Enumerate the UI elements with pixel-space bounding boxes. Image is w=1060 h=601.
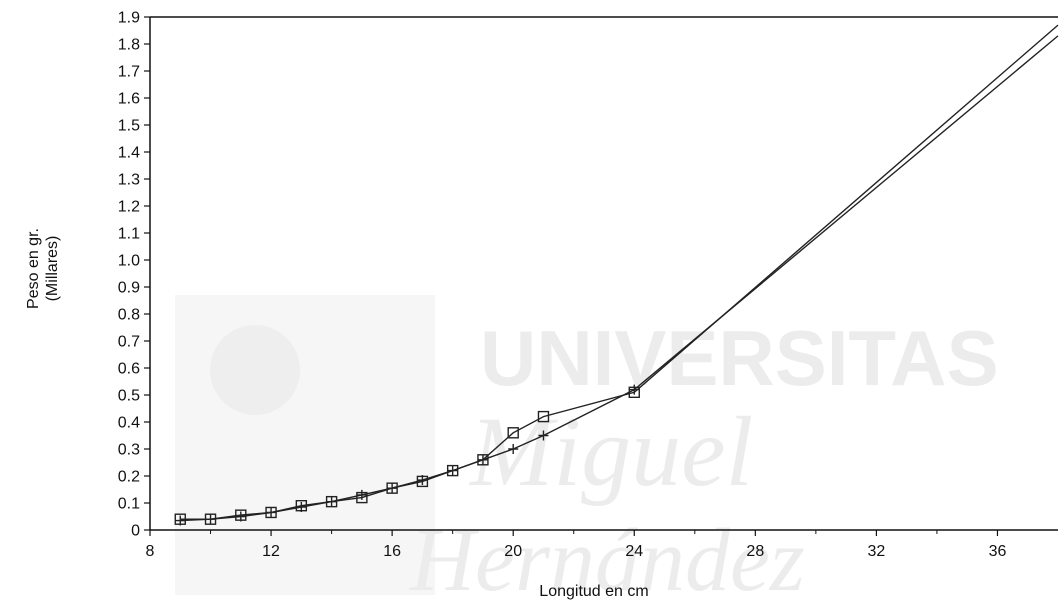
y-tick-label: 0.6 — [118, 361, 140, 378]
y-tick-label: 1.3 — [118, 172, 140, 189]
y-tick-label: 1.0 — [118, 253, 140, 270]
series-2-point — [538, 430, 549, 441]
x-tick-label: 32 — [868, 543, 886, 560]
watermark-line3: Hernández — [409, 511, 805, 601]
series-2-point — [296, 502, 307, 513]
series-1-point — [537, 410, 550, 423]
series-2-point — [266, 507, 277, 518]
series-2-point — [175, 515, 186, 526]
x-tick-label: 36 — [989, 543, 1007, 560]
y-tick-label: 0.1 — [118, 496, 140, 513]
x-tick-label: 16 — [383, 543, 401, 560]
x-tick-label: 24 — [625, 543, 643, 560]
y-tick-label: 0.8 — [118, 307, 140, 324]
series-2-point — [629, 384, 640, 395]
y-tick-label: 0.9 — [118, 280, 140, 297]
y-tick-label: 0.5 — [118, 388, 140, 405]
y-tick-label: 1.1 — [118, 226, 140, 243]
axis-titles: Longitud en cm Peso en gr. (Millares) — [25, 228, 649, 600]
y-tick-label: 0.3 — [118, 442, 140, 459]
series-2-point — [235, 511, 246, 522]
series-2-point — [387, 483, 398, 494]
y-tick-label: 1.7 — [118, 64, 140, 81]
series-2-point — [356, 489, 367, 500]
y-axis-label-group: Peso en gr. (Millares) — [25, 228, 61, 309]
series-2-point — [477, 454, 488, 465]
series-2-point — [205, 514, 216, 525]
series-2-point — [447, 465, 458, 476]
series-2-point — [417, 475, 428, 486]
x-tick-label: 8 — [146, 543, 155, 560]
y-tick-label: 0.4 — [118, 415, 140, 432]
y-axis-label-units: (Millares) — [44, 236, 61, 302]
watermark-line1: UNIVERSITAS — [480, 314, 999, 402]
y-tick-label: 1.2 — [118, 199, 140, 216]
x-tick-label: 12 — [262, 543, 280, 560]
x-axis-label: Longitud en cm — [539, 583, 648, 600]
y-tick-label: 1.8 — [118, 37, 140, 54]
x-tick-label: 28 — [746, 543, 764, 560]
y-tick-label: 0.7 — [118, 334, 140, 351]
y-tick-label: 0 — [131, 523, 140, 540]
series-layer — [174, 24, 1059, 526]
series-1-point — [507, 427, 519, 439]
y-tick-label: 1.9 — [118, 10, 140, 27]
y-tick-label: 1.5 — [118, 118, 140, 135]
series-2-point — [326, 496, 337, 507]
series-2-point — [508, 444, 519, 454]
watermark: UNIVERSITAS Miguel Hernández — [175, 295, 999, 601]
y-tick-label: 1.4 — [118, 145, 140, 162]
y-tick-label: 1.6 — [118, 91, 140, 108]
axes: 0 0.1 0.2 0.3 0.4 0.5 0.6 0.7 0.8 0.9 1.0 1.1 1.2 1.3… — [118, 10, 1058, 560]
watermark-line2: Miguel — [468, 396, 753, 507]
y-axis-label: Peso en gr. — [25, 228, 42, 309]
x-tick-label: 20 — [504, 543, 522, 560]
watermark-logo-circle — [210, 325, 300, 415]
y-tick-label: 0.2 — [118, 469, 140, 486]
